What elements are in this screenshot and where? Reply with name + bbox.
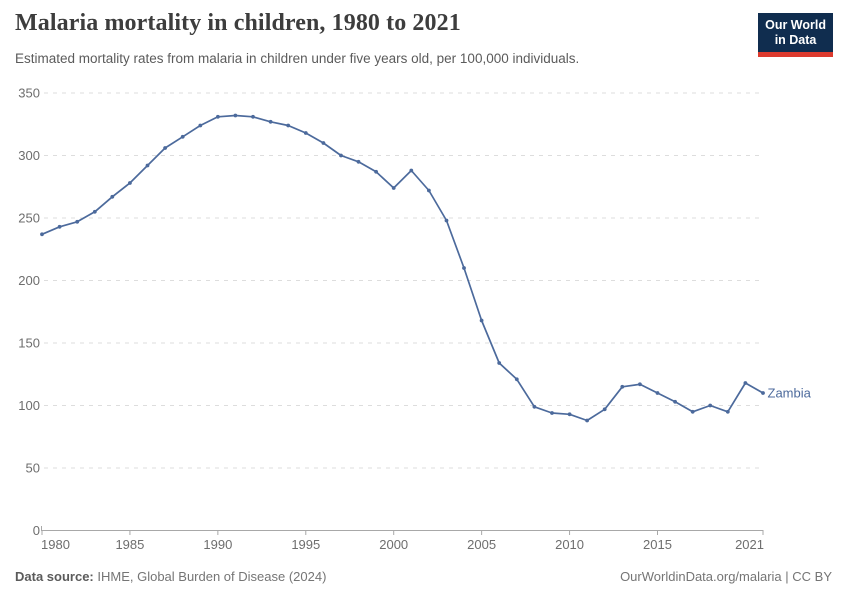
data-point[interactable] — [180, 134, 185, 139]
data-point[interactable] — [92, 209, 97, 214]
data-point[interactable] — [303, 131, 308, 135]
data-point[interactable] — [761, 391, 765, 395]
data-point[interactable] — [216, 114, 220, 119]
y-tick-label: 350 — [18, 86, 40, 101]
y-tick-label: 300 — [18, 148, 40, 163]
data-point[interactable] — [427, 188, 431, 193]
data-point[interactable] — [75, 219, 80, 224]
owid-logo-line1: Our World — [765, 18, 826, 32]
data-point[interactable] — [462, 266, 466, 270]
data-point[interactable] — [725, 409, 730, 414]
data-point[interactable] — [690, 409, 695, 414]
data-point[interactable] — [673, 399, 677, 404]
data-point[interactable] — [163, 146, 168, 150]
y-tick-label: 250 — [18, 211, 40, 226]
data-point[interactable] — [110, 194, 115, 199]
owid-logo[interactable]: Our World in Data — [758, 13, 833, 57]
data-point[interactable] — [127, 181, 132, 185]
y-tick-label: 100 — [18, 398, 40, 413]
data-point[interactable] — [286, 123, 291, 128]
data-point[interactable] — [374, 169, 378, 174]
credit-link[interactable]: OurWorldinData.org/malaria | CC BY — [620, 569, 832, 584]
x-tick-label: 1995 — [291, 537, 320, 552]
data-point[interactable] — [743, 381, 748, 385]
data-point[interactable] — [339, 153, 343, 158]
data-point[interactable] — [145, 163, 150, 168]
data-point[interactable] — [638, 382, 642, 387]
data-point[interactable] — [532, 404, 537, 409]
data-point[interactable] — [444, 218, 449, 223]
chart-subtitle: Estimated mortality rates from malaria i… — [15, 51, 580, 66]
x-tick-label: 2021 — [735, 537, 764, 552]
data-point[interactable] — [514, 377, 519, 382]
data-point[interactable] — [198, 123, 203, 128]
data-point[interactable] — [321, 141, 326, 145]
data-point[interactable] — [251, 114, 255, 119]
y-tick-label: 200 — [18, 273, 40, 288]
data-point[interactable] — [233, 113, 238, 118]
data-point[interactable] — [57, 224, 62, 229]
data-source-label: Data source: — [15, 569, 94, 584]
data-point[interactable] — [585, 418, 589, 423]
x-tick-label: 1985 — [115, 537, 144, 552]
x-tick-label: 2005 — [467, 537, 496, 552]
data-point[interactable] — [497, 361, 502, 365]
data-point[interactable] — [567, 412, 572, 417]
data-point[interactable] — [356, 159, 361, 164]
data-point[interactable] — [479, 318, 484, 323]
data-point[interactable] — [708, 403, 713, 408]
data-point[interactable] — [391, 186, 396, 190]
x-tick-label: 1990 — [203, 537, 232, 552]
data-point[interactable] — [409, 168, 414, 173]
x-tick-label: 2010 — [555, 537, 584, 552]
data-point[interactable] — [268, 119, 273, 124]
data-source-note: Data source: IHME, Global Burden of Dise… — [15, 569, 326, 584]
data-point[interactable] — [620, 384, 625, 389]
y-tick-label: 150 — [18, 336, 40, 351]
x-tick-label: 2015 — [643, 537, 672, 552]
data-point[interactable] — [655, 391, 660, 395]
data-line-zambia[interactable] — [41, 114, 764, 422]
data-point[interactable] — [602, 407, 607, 412]
owid-logo-line2: in Data — [774, 33, 817, 48]
data-point[interactable] — [550, 411, 554, 415]
y-tick-label: 0 — [33, 523, 40, 538]
chart-title: Malaria mortality in children, 1980 to 2… — [15, 10, 461, 36]
x-tick-label: 2000 — [379, 537, 408, 552]
data-point[interactable] — [40, 232, 44, 237]
y-tick-label: 50 — [26, 461, 40, 476]
x-tick-label: 1980 — [41, 537, 70, 552]
series-end-label[interactable]: Zambia — [768, 386, 812, 401]
data-source-text: IHME, Global Burden of Disease (2024) — [93, 569, 327, 584]
